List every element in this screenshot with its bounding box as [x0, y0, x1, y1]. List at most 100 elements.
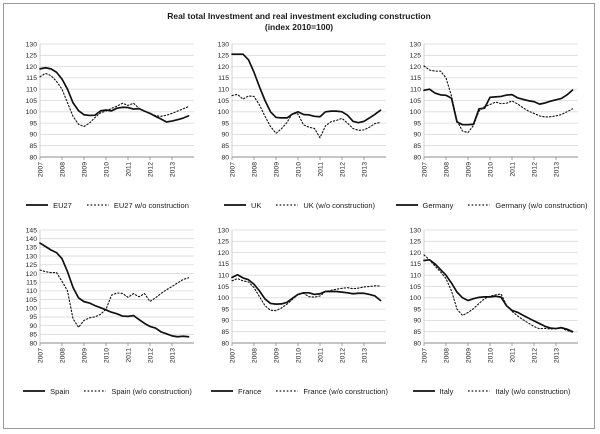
series-line-france-solid — [231, 273, 382, 305]
x-tick-label: 2007 — [230, 162, 237, 177]
x-tick-label: 2012 — [148, 162, 155, 177]
y-tick-label: 90 — [221, 132, 229, 139]
x-tick-label: 2007 — [230, 348, 237, 363]
legend-item-germany-solid: Germany — [395, 201, 453, 210]
y-tick-label: 100 — [218, 295, 230, 302]
y-tick-label: 105 — [410, 98, 422, 105]
x-tick-label: 2011 — [510, 162, 517, 177]
y-tick-label: 95 — [413, 306, 421, 313]
series-line-uk-dotted — [231, 93, 382, 139]
series-line-spain-dotted — [39, 269, 190, 328]
y-tick-label: 125 — [26, 53, 38, 60]
y-tick-label: 100 — [218, 109, 230, 116]
x-tick-label: 2011 — [318, 348, 325, 363]
legend-label: France — [238, 386, 262, 396]
x-tick-label: 2012 — [340, 162, 347, 177]
chart-subtitle: (index 2010=100) — [264, 22, 334, 33]
y-tick-label: 115 — [218, 261, 229, 268]
panel-uk: 80 85 90 95 100 105 110 115 120 125 130 2007 2008 200… — [206, 40, 392, 210]
y-tick-label: 100 — [26, 109, 38, 116]
y-tick-label: 130 — [26, 41, 38, 48]
y-tick-label: 85 — [29, 143, 37, 150]
panel-france: 80 85 90 95 100 105 110 115 120 125 130 2007 2008 200… — [206, 226, 392, 396]
chart-eu27: 80 85 90 95 100 105 110 115 120 125 130 2007 2008 200… — [26, 41, 194, 177]
dotted-line-sample-icon — [86, 204, 109, 207]
x-tick-label: 2011 — [510, 348, 517, 363]
y-tick-label: 80 — [29, 340, 37, 347]
legend-germany: Germany Germany (w/o construction) — [395, 201, 587, 210]
dotted-line-sample-icon — [84, 390, 107, 393]
y-tick-label: 90 — [413, 132, 421, 139]
x-tick-label: 2012 — [532, 162, 539, 177]
legend-item-italy-solid: Italy — [412, 386, 454, 396]
x-tick-label: 2008 — [444, 162, 451, 177]
legend-italy: Italy Italy (w/o construction) — [412, 386, 570, 396]
panels-grid: 80 85 90 95 100 105 110 115 120 125 130 2007 2008 200… — [4, 40, 594, 396]
legend-item-france-solid: France — [210, 387, 261, 396]
y-tick-label: 105 — [26, 297, 38, 304]
x-tick-label: 2007 — [38, 162, 45, 177]
x-tick-label: 2013 — [554, 348, 561, 363]
x-tick-label: 2010 — [296, 348, 303, 363]
panel-spain: 80 85 90 95 100 105 110 115 120 125 130 135 140 145 20… — [14, 226, 200, 396]
legend-item-eu27-solid: EU27 — [25, 201, 72, 210]
chart-title: Real total Investment and real investmen… — [167, 11, 431, 21]
x-tick-label: 2011 — [126, 162, 133, 177]
y-tick-label: 105 — [218, 98, 230, 105]
y-tick-label: 145 — [26, 227, 38, 234]
y-tick-label: 95 — [221, 306, 229, 313]
dotted-line-sample-icon — [276, 204, 299, 207]
chart-uk: 80 85 90 95 100 105 110 115 120 125 130 2007 2008 200… — [218, 41, 386, 177]
legend-eu27: EU27 EU27 w/o construction — [25, 201, 189, 210]
solid-line-sample-icon — [26, 204, 49, 207]
legend-item-germany-dotted: Germany (w/o construction) — [467, 201, 587, 210]
y-tick-label: 110 — [26, 288, 37, 295]
y-tick-label: 110 — [26, 86, 37, 93]
y-tick-label: 105 — [26, 98, 38, 105]
y-tick-label: 115 — [26, 75, 37, 82]
y-tick-label: 80 — [221, 340, 229, 347]
solid-line-sample-icon — [395, 204, 418, 207]
x-tick-label: 2009 — [82, 348, 89, 363]
legend-item-france-dotted: France (w/o construction) — [275, 387, 388, 396]
y-tick-label: 95 — [29, 314, 37, 321]
legend-label: Italy — [439, 386, 454, 396]
chart-germany: 80 85 90 95 100 105 110 115 120 125 130 2007 2008 200… — [410, 41, 578, 177]
y-tick-label: 110 — [218, 272, 229, 279]
solid-line-sample-icon — [211, 390, 234, 393]
y-tick-label: 120 — [218, 250, 230, 257]
y-tick-label: 95 — [413, 120, 421, 127]
chart-italy: 80 85 90 95 100 105 110 115 120 125 130 2007 2008 200… — [410, 227, 578, 363]
legend-item-uk-solid: UK — [223, 201, 261, 210]
y-tick-label: 130 — [218, 41, 230, 48]
x-tick-label: 2013 — [170, 348, 177, 363]
y-tick-label: 105 — [410, 284, 422, 291]
y-tick-label: 100 — [26, 305, 38, 312]
y-tick-label: 95 — [221, 120, 229, 127]
legend-label: Germany (w/o construction) — [495, 200, 588, 210]
x-tick-label: 2010 — [488, 348, 495, 363]
y-tick-label: 135 — [26, 245, 38, 252]
y-tick-label: 125 — [218, 239, 230, 246]
y-tick-label: 115 — [410, 75, 421, 82]
y-tick-label: 120 — [26, 271, 38, 278]
x-tick-label: 2009 — [466, 348, 473, 363]
y-tick-label: 90 — [29, 132, 37, 139]
y-tick-label: 95 — [29, 120, 37, 127]
x-tick-label: 2007 — [422, 162, 429, 177]
x-tick-label: 2010 — [296, 162, 303, 177]
y-tick-label: 90 — [29, 323, 37, 330]
solid-line-sample-icon — [223, 204, 246, 207]
x-tick-label: 2012 — [340, 348, 347, 363]
y-tick-label: 140 — [26, 236, 38, 243]
x-tick-label: 2013 — [362, 348, 369, 363]
x-tick-label: 2010 — [104, 348, 111, 363]
y-tick-label: 120 — [26, 64, 38, 71]
x-tick-label: 2009 — [466, 162, 473, 177]
legend-spain: Spain Spain (w/o construction) — [22, 387, 192, 396]
x-tick-label: 2013 — [362, 162, 369, 177]
y-tick-label: 85 — [413, 143, 421, 150]
solid-line-sample-icon — [412, 390, 435, 393]
legend-item-spain-dotted: Spain (w/o construction) — [83, 387, 192, 396]
